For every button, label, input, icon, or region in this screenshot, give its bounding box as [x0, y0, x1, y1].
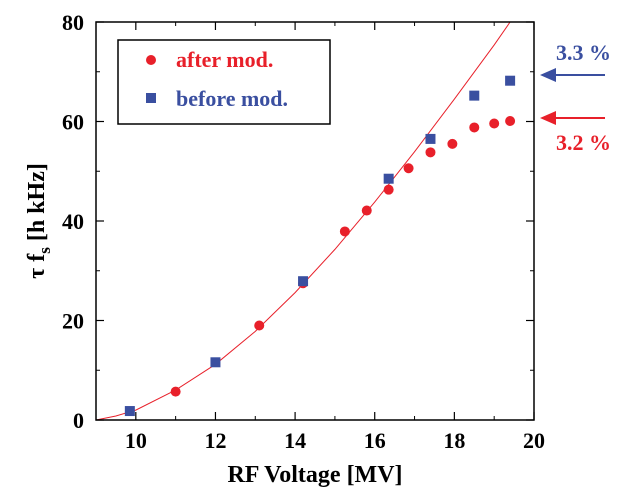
- legend-label-before: before mod.: [176, 86, 288, 111]
- after-mod-point: [489, 118, 500, 129]
- before-percent-arrowhead: [540, 68, 556, 82]
- legend-marker-before: [146, 93, 156, 103]
- x-tick-label: 14: [284, 428, 306, 453]
- x-tick-label: 12: [204, 428, 226, 453]
- fit-curve: [96, 22, 511, 420]
- legend-label-after: after mod.: [176, 47, 273, 72]
- after-mod-point: [170, 386, 181, 397]
- after-mod-point: [403, 163, 414, 174]
- legend: after mod. before mod.: [117, 39, 331, 125]
- after-mod-point: [469, 122, 480, 133]
- axis-ticks: 10 12 14 16 18 20 0 20 40 60 80: [62, 10, 545, 453]
- before-mod-point: [469, 90, 480, 101]
- before-percent-label: 3.3 %: [556, 40, 611, 65]
- legend-marker-after: [146, 55, 156, 65]
- after-mod-point: [505, 116, 516, 127]
- x-tick-label: 10: [125, 428, 147, 453]
- before-mod-point: [425, 133, 436, 144]
- after-mod-point: [361, 205, 372, 216]
- x-axis-title: RF Voltage [MV]: [227, 462, 402, 488]
- y-tick-label: 80: [62, 10, 84, 35]
- y-tick-label: 60: [62, 110, 84, 135]
- after-percent-arrowhead: [540, 111, 556, 125]
- x-tick-label: 18: [443, 428, 465, 453]
- after-mod-point: [339, 226, 350, 237]
- x-tick-label: 20: [523, 428, 545, 453]
- before-mod-point: [124, 406, 135, 417]
- y-tick-label: 0: [73, 408, 84, 433]
- after-mod-point: [447, 138, 458, 149]
- before-mod-point: [298, 276, 309, 287]
- x-tick-label: 16: [364, 428, 386, 453]
- after-mod-point: [425, 147, 436, 158]
- before-mod-point: [505, 75, 516, 86]
- before-mod-point: [383, 173, 394, 184]
- annotations: 3.3 % 3.2 %: [540, 40, 611, 155]
- y-tick-label: 20: [62, 309, 84, 334]
- data-markers: [124, 75, 516, 417]
- after-mod-point: [383, 184, 394, 195]
- legend-box: [117, 39, 331, 125]
- y-axis-title: τ fs [h kHz]: [24, 163, 54, 279]
- after-percent-label: 3.2 %: [556, 130, 611, 155]
- after-mod-point: [254, 320, 265, 331]
- y-tick-label: 40: [62, 209, 84, 234]
- before-mod-point: [210, 357, 221, 368]
